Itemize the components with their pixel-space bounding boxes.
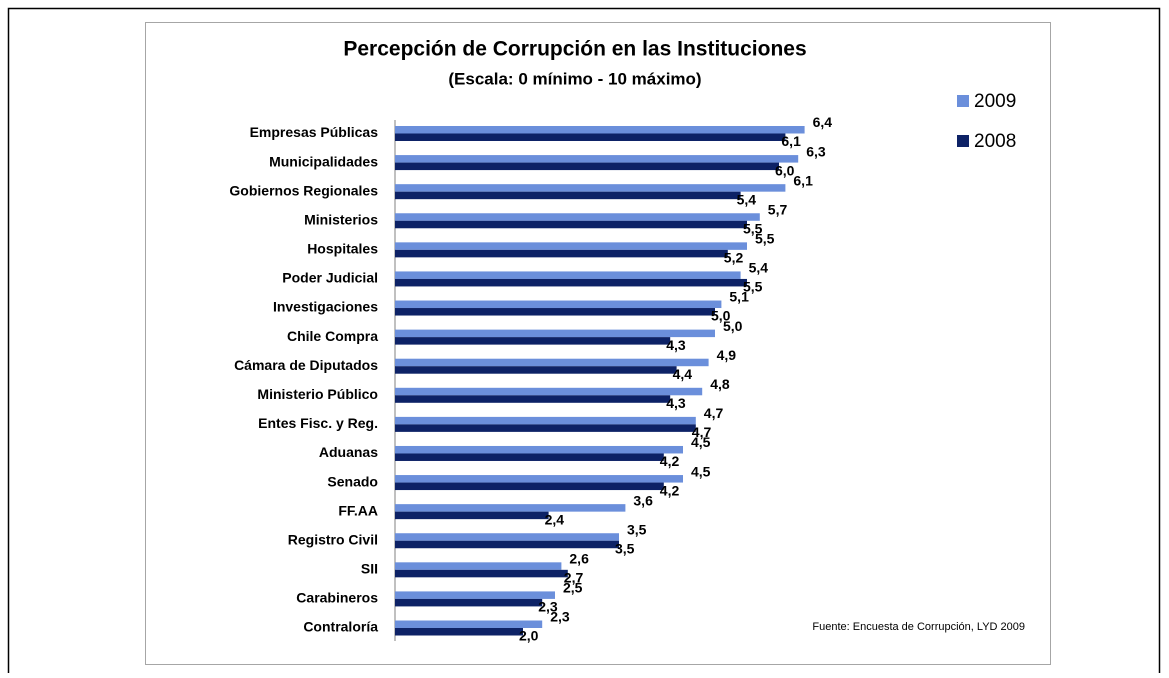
data-label: 4,3 [666, 337, 686, 353]
data-label: 5,5 [743, 220, 763, 236]
bar [395, 271, 741, 279]
data-label: 3,5 [615, 540, 635, 556]
data-label: 2,3 [550, 609, 570, 625]
frame [7, 7, 1161, 678]
bar [395, 329, 715, 338]
bar [395, 191, 741, 200]
bar [395, 278, 747, 287]
y-tick-label: Hospitales [307, 241, 378, 257]
data-label: 6,0 [775, 162, 795, 178]
y-tick-label: Municipalidades [269, 153, 378, 169]
data-label: 5,4 [737, 191, 757, 207]
chart-title: Percepción de Corrupción en las Instituc… [343, 38, 806, 61]
data-label: 5,5 [743, 279, 763, 295]
bar [395, 155, 799, 163]
data-label: 5,0 [711, 308, 731, 324]
source-note: Fuente: Encuesta de Corrupción, LYD 2009 [812, 621, 1025, 633]
bar [395, 395, 671, 403]
bar [395, 424, 696, 432]
y-tick-label: Senado [327, 473, 378, 489]
data-label: 6,4 [813, 114, 833, 130]
legend-swatch [957, 95, 969, 107]
bar [395, 569, 568, 578]
data-label: 2,3 [538, 599, 558, 615]
bar [395, 453, 664, 461]
data-label: 2,5 [563, 580, 583, 596]
data-label: 2,7 [564, 570, 584, 586]
y-tick-label: Cámara de Diputados [234, 357, 378, 373]
bar [395, 308, 715, 316]
data-label: 5,4 [749, 260, 769, 276]
legend-label: 2008 [974, 131, 1016, 152]
data-label: 2,4 [545, 511, 565, 527]
bar [395, 598, 543, 607]
legend-label: 2009 [974, 91, 1016, 112]
y-tick-label: FF.AA [338, 502, 378, 518]
bar [395, 133, 786, 141]
bar [395, 416, 696, 425]
bar [395, 220, 747, 229]
data-label: 6,1 [781, 133, 801, 149]
bar [395, 445, 683, 454]
y-tick-label: Investigaciones [273, 299, 378, 315]
bar [395, 162, 779, 171]
data-label: 5,5 [755, 231, 775, 247]
bar [395, 366, 677, 374]
data-label: 4,7 [692, 424, 712, 440]
bar [395, 562, 562, 570]
data-label: 4,3 [666, 395, 686, 411]
bar [395, 337, 671, 345]
bar [395, 249, 728, 258]
y-tick-label: Gobiernos Regionales [229, 182, 378, 198]
data-label: 4,2 [660, 453, 680, 469]
bar [395, 533, 619, 541]
data-label: 5,1 [729, 289, 749, 305]
bar [395, 620, 543, 628]
data-label: 5,7 [768, 201, 788, 217]
y-tick-label: Ministerios [304, 211, 378, 227]
y-tick-label: Aduanas [319, 444, 378, 460]
bar [395, 358, 709, 367]
bar [395, 591, 555, 599]
bar [395, 387, 703, 396]
y-tick-label: Chile Compra [287, 328, 378, 344]
y-tick-label: Empresas Públicas [250, 124, 379, 140]
y-tick-label: Carabineros [296, 590, 378, 606]
data-label: 6,1 [793, 172, 813, 188]
bar [395, 300, 722, 309]
bar [395, 242, 747, 250]
data-label: 4,2 [660, 482, 680, 498]
data-label: 4,8 [710, 376, 730, 392]
data-label: 2,6 [569, 551, 589, 567]
bar [395, 540, 619, 549]
y-tick-label: Registro Civil [288, 531, 378, 547]
data-label: 4,7 [704, 405, 724, 421]
bar [395, 475, 683, 483]
data-label: 2,0 [519, 628, 539, 644]
data-label: 4,9 [717, 347, 737, 363]
y-tick-label: Entes Fisc. y Reg. [258, 415, 378, 431]
data-label: 4,5 [691, 463, 711, 479]
data-label: 3,6 [633, 492, 653, 508]
bar [395, 126, 805, 134]
bar [395, 511, 549, 520]
data-label: 4,4 [673, 366, 693, 382]
y-tick-label: Ministerio Público [257, 386, 378, 402]
y-tick-label: Contraloría [303, 619, 378, 635]
data-label: 3,5 [627, 521, 647, 537]
data-label: 6,3 [806, 143, 826, 159]
y-tick-label: Poder Judicial [282, 270, 378, 286]
data-label: 4,5 [691, 434, 711, 450]
bar [395, 184, 786, 192]
bar [395, 628, 523, 636]
bar [395, 213, 760, 221]
y-tick-label: SII [361, 561, 378, 577]
chart-subtitle: (Escala: 0 mínimo - 10 máximo) [448, 69, 701, 88]
bar [395, 504, 626, 512]
legend-swatch [957, 135, 969, 147]
data-label: 5,2 [724, 250, 744, 266]
bar [395, 482, 664, 491]
data-label: 5,0 [723, 318, 743, 334]
